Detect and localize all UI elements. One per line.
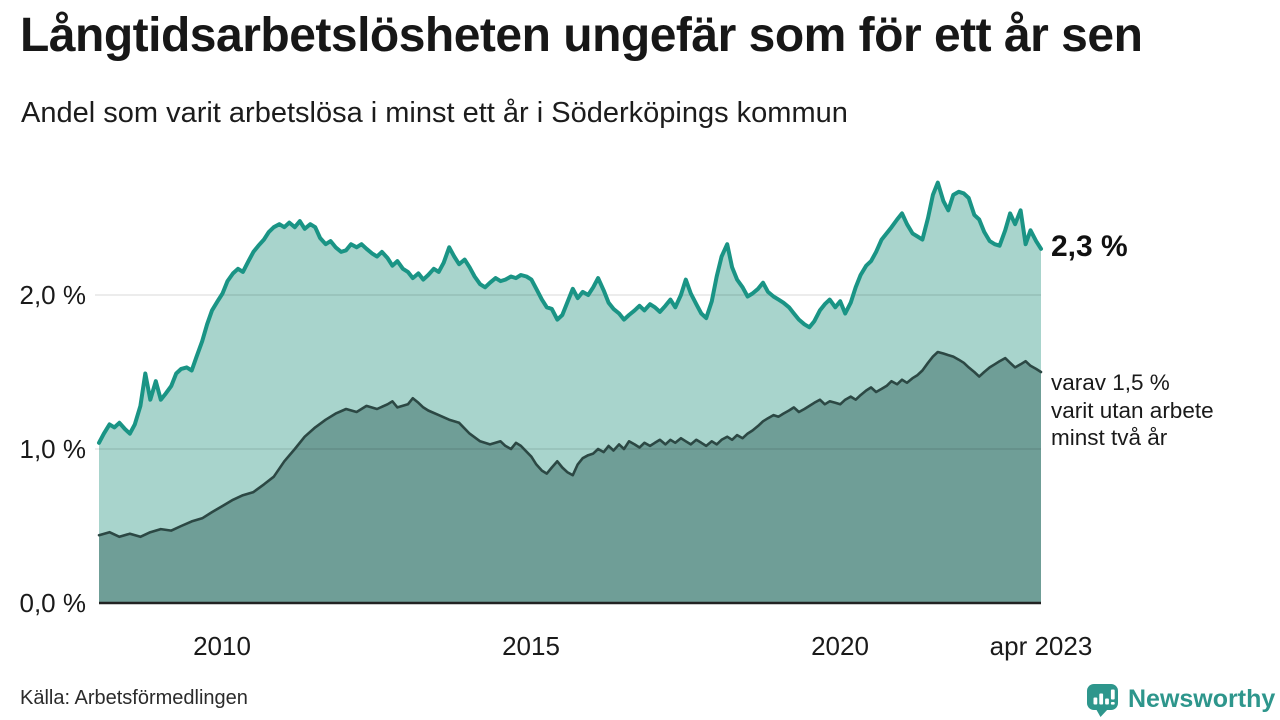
x-axis-tick-apr-2023: apr 2023 — [989, 631, 1093, 661]
chart-subtitle: Andel som varit arbetslösa i minst ett å… — [21, 97, 848, 129]
y-axis-tick-1: 1,0 % — [19, 434, 87, 464]
x-axis-tick-2020: 2020 — [811, 631, 869, 661]
page-title: Långtidsarbetslösheten ungefär som för e… — [20, 9, 1143, 62]
secondary-series-annotation: varav 1,5 % varit utan arbete minst två … — [1051, 370, 1214, 450]
y-axis-tick-0: 0,0 % — [19, 588, 87, 618]
newsworthy-logo: Newsworthy — [1085, 682, 1275, 717]
source-credit: Källa: Arbetsförmedlingen — [20, 687, 248, 709]
x-axis-tick-2010: 2010 — [193, 631, 251, 661]
x-axis-tick-2015: 2015 — [502, 631, 560, 661]
brand-name: Newsworthy — [1128, 685, 1276, 713]
latest-value-label: 2,3 % — [1051, 230, 1128, 263]
y-axis-tick-2: 2,0 % — [19, 280, 87, 310]
newsworthy-speech-bubble-icon — [1087, 684, 1118, 717]
